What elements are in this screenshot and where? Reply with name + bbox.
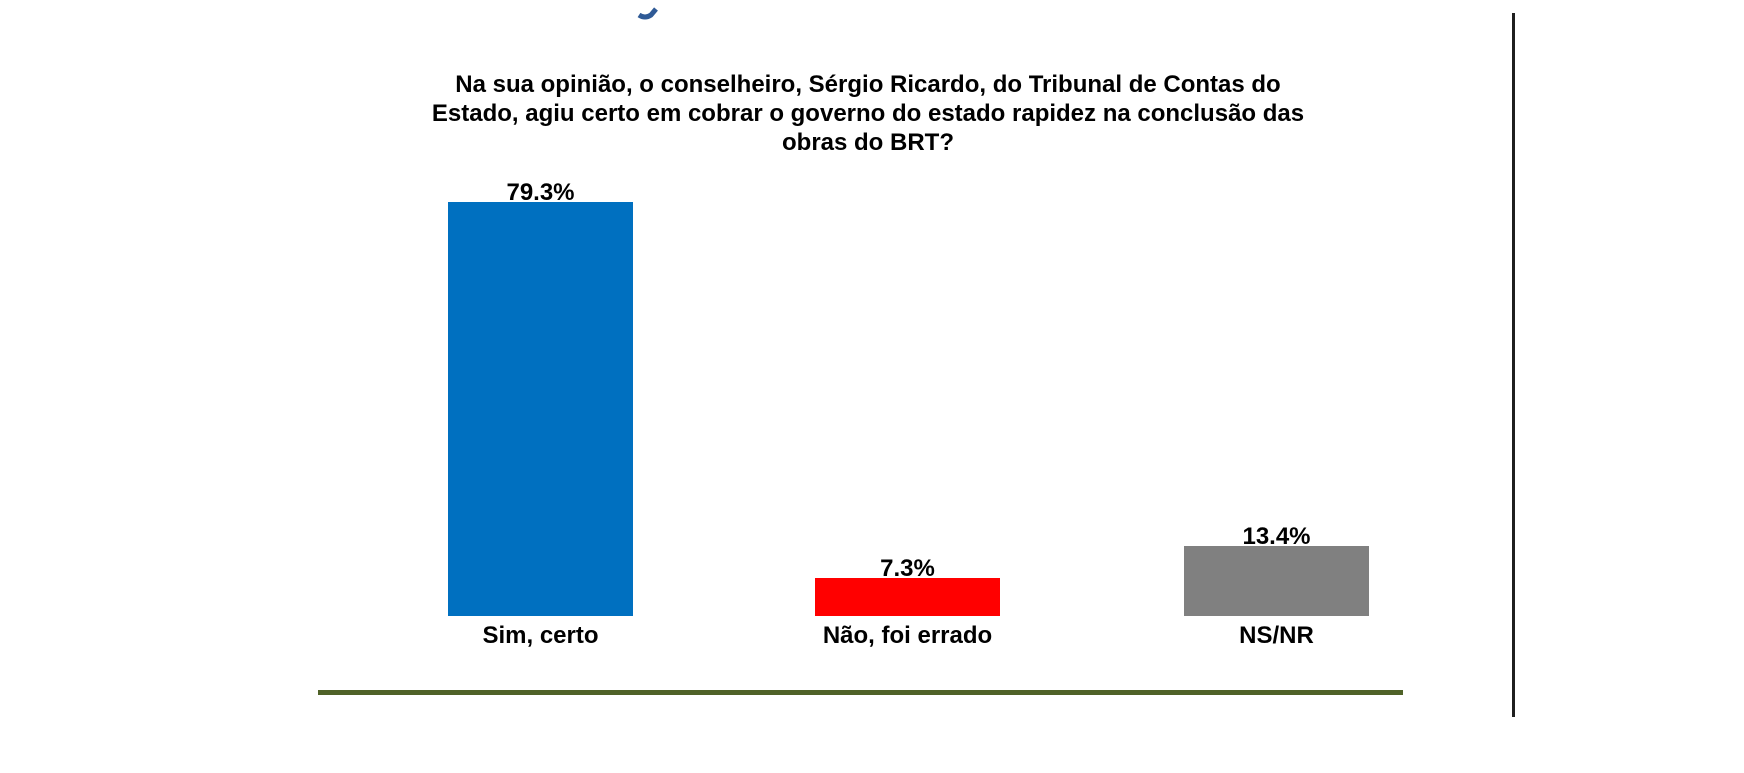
bar-sim-certo	[448, 202, 633, 616]
fragment-stroke	[637, 7, 658, 20]
chart-title: Na sua opinião, o conselheiro, Sérgio Ri…	[431, 71, 1305, 156]
right-border-line	[1512, 13, 1515, 717]
value-label-nao-foi-errado: 7.3%	[880, 555, 935, 582]
value-label-ns-nr: 13.4%	[1242, 523, 1311, 550]
category-label-ns-nr: NS/NR	[1239, 622, 1314, 649]
bar-nao-foi-errado	[815, 578, 1000, 616]
bar-group-ns-nr: 13.4% NS/NR	[1184, 524, 1369, 651]
bar-group-nao-foi-errado: 7.3% Não, foi errado	[815, 556, 1000, 651]
bottom-divider-line	[318, 690, 1403, 695]
bar-ns-nr	[1184, 546, 1369, 616]
bar-group-sim-certo: 79.3% Sim, certo	[448, 180, 633, 651]
value-label-sim-certo: 79.3%	[506, 179, 575, 206]
category-label-nao-foi-errado: Não, foi errado	[822, 622, 993, 649]
cropped-letter-fragment-icon	[637, 7, 658, 20]
category-label-sim-certo: Sim, certo	[482, 622, 599, 649]
